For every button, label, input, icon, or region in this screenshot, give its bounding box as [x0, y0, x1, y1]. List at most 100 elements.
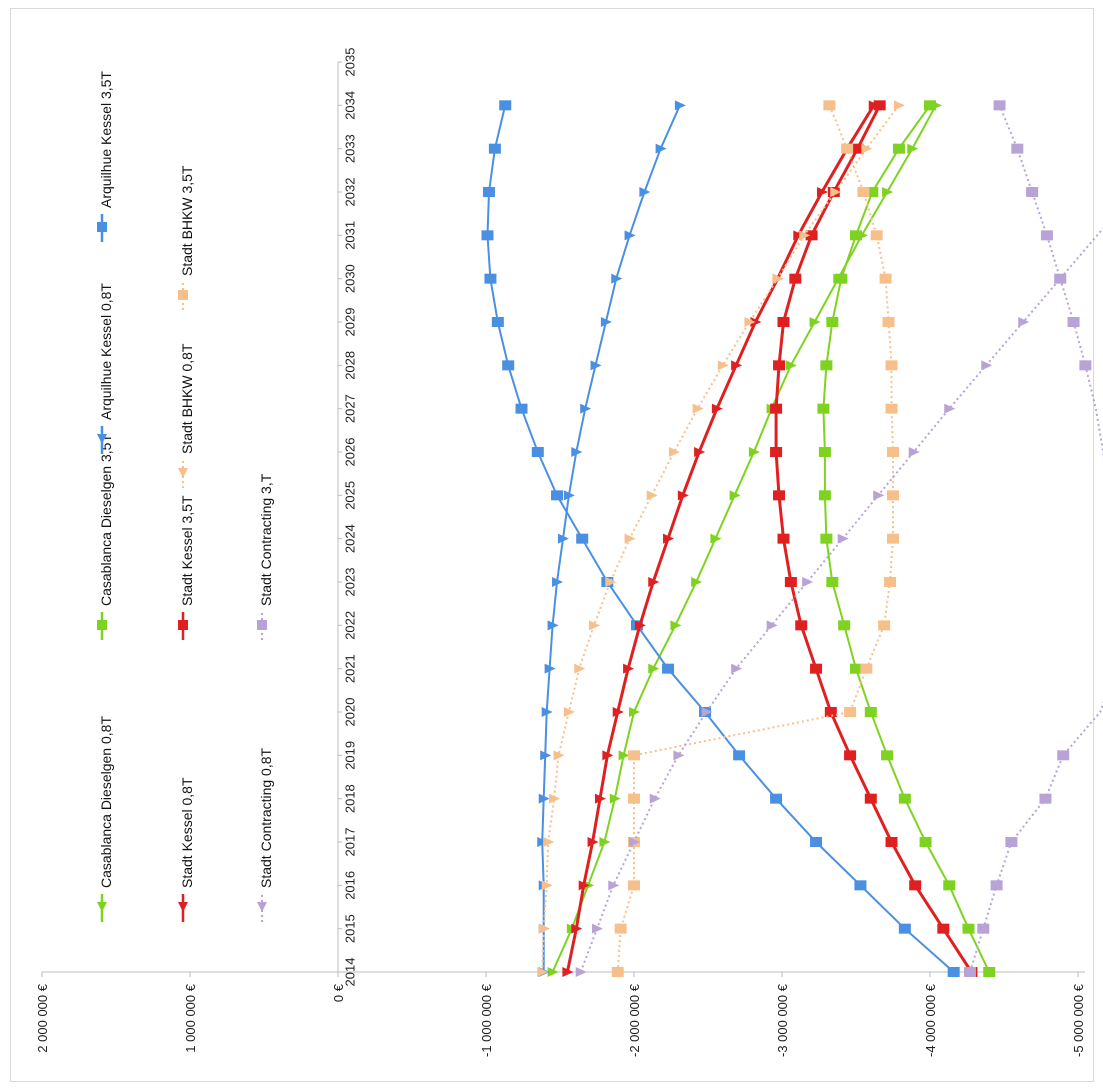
- data-point: [744, 317, 756, 327]
- data-point: [1005, 837, 1018, 847]
- data-point: [629, 837, 640, 847]
- data-point: [748, 447, 760, 457]
- legend-label: Stadt Kessel 0,8T: [179, 777, 195, 888]
- data-point: [537, 967, 549, 977]
- chart-axes: [42, 62, 1085, 973]
- data-point: [611, 273, 623, 284]
- data-point: [538, 793, 550, 804]
- data-point: [766, 620, 778, 631]
- data-point: [544, 663, 556, 674]
- data-point: [562, 967, 574, 977]
- data-point: [873, 490, 885, 501]
- data-point: [733, 750, 746, 761]
- data-point: [648, 577, 660, 587]
- legend-marker: [178, 468, 188, 478]
- data-point: [628, 880, 640, 891]
- data-point: [692, 403, 704, 414]
- legend-item: Stadt Kessel 0,8T: [178, 777, 195, 922]
- data-point: [881, 750, 894, 761]
- year-tick-label: 2024: [343, 524, 358, 553]
- legend: Casablanca Dieselgen 0,8T Casablanca Dies…: [97, 71, 274, 922]
- data-point: [820, 360, 833, 371]
- data-point: [491, 317, 504, 327]
- year-tick-label: 2027: [343, 394, 358, 423]
- data-point: [837, 533, 849, 544]
- data-point: [571, 923, 583, 934]
- data-point: [826, 317, 839, 327]
- data-point: [731, 663, 743, 674]
- data-point: [841, 143, 854, 154]
- data-point: [850, 230, 862, 241]
- x-axis-ticks: 2014 2015 2016 2017 2018 2019 2020 2021 2022 2023…: [338, 48, 358, 987]
- legend-label: Casablanca Dieselgen 0,8T: [98, 716, 114, 888]
- year-tick-label: 2021: [343, 654, 358, 683]
- data-point: [777, 317, 790, 327]
- legend-label: Casablanca Dieselgen 3,5T: [98, 434, 114, 606]
- legend-label: Stadt BHKW 0,8T: [179, 343, 195, 454]
- data-point: [482, 187, 495, 197]
- year-tick-label: 2014: [343, 958, 358, 987]
- data-point: [600, 317, 612, 327]
- data-point: [795, 620, 808, 631]
- data-point: [873, 100, 886, 111]
- data-point: [882, 187, 894, 197]
- series-0: [547, 100, 942, 977]
- data-point: [484, 273, 497, 284]
- data-point: [770, 403, 783, 414]
- data-point: [624, 230, 636, 241]
- year-tick-label: 2025: [343, 481, 358, 510]
- year-tick-label: 2028: [343, 351, 358, 380]
- data-point: [1040, 230, 1053, 241]
- year-tick-label: 2032: [343, 178, 358, 207]
- data-point: [624, 533, 636, 544]
- data-point: [818, 447, 831, 457]
- data-point: [547, 620, 559, 631]
- data-point: [962, 923, 975, 934]
- data-point: [818, 490, 831, 501]
- year-tick-label: 2034: [343, 91, 358, 120]
- series-layer: [481, 100, 1103, 977]
- data-point: [907, 143, 919, 154]
- data-point: [563, 707, 575, 717]
- legend-item: Stadt Contracting 0,8T: [257, 747, 274, 922]
- data-point: [674, 100, 686, 111]
- data-point: [609, 793, 621, 804]
- data-point: [729, 490, 741, 501]
- data-point: [662, 663, 675, 674]
- legend-label: Stadt Contracting 3,T: [258, 473, 274, 606]
- data-point: [864, 793, 877, 804]
- data-point: [629, 707, 640, 717]
- data-point: [1026, 187, 1039, 197]
- data-point: [878, 620, 891, 631]
- data-point: [770, 793, 783, 804]
- year-tick-label: 2020: [343, 698, 358, 727]
- value-tick-label: -5 000 000 €: [1071, 983, 1086, 1057]
- data-point: [826, 577, 839, 587]
- value-tick-label: -4 000 000 €: [923, 983, 938, 1057]
- year-tick-label: 2022: [343, 611, 358, 640]
- data-point: [887, 533, 899, 544]
- data-point: [817, 403, 830, 414]
- data-point: [578, 880, 590, 891]
- year-tick-label: 2030: [343, 264, 358, 293]
- data-point: [838, 620, 851, 631]
- data-point: [646, 490, 658, 501]
- legend-item: Stadt BHKW 3,5T: [178, 165, 195, 310]
- data-point: [977, 923, 990, 934]
- data-point: [947, 967, 960, 977]
- data-point: [551, 490, 564, 501]
- legend-marker: [257, 902, 267, 912]
- data-point: [576, 533, 589, 544]
- value-tick-label: 0 €: [331, 983, 346, 1002]
- data-point: [854, 880, 867, 891]
- legend-label: Stadt Contracting 0,8T: [258, 747, 274, 888]
- data-point: [799, 230, 811, 241]
- data-point: [898, 793, 911, 804]
- data-point: [805, 230, 818, 241]
- data-point: [557, 533, 569, 544]
- data-point: [879, 273, 892, 284]
- legend-marker: [178, 902, 188, 912]
- data-point: [639, 187, 651, 197]
- legend-item: Arquilhue Kessel 3,5T: [97, 71, 114, 242]
